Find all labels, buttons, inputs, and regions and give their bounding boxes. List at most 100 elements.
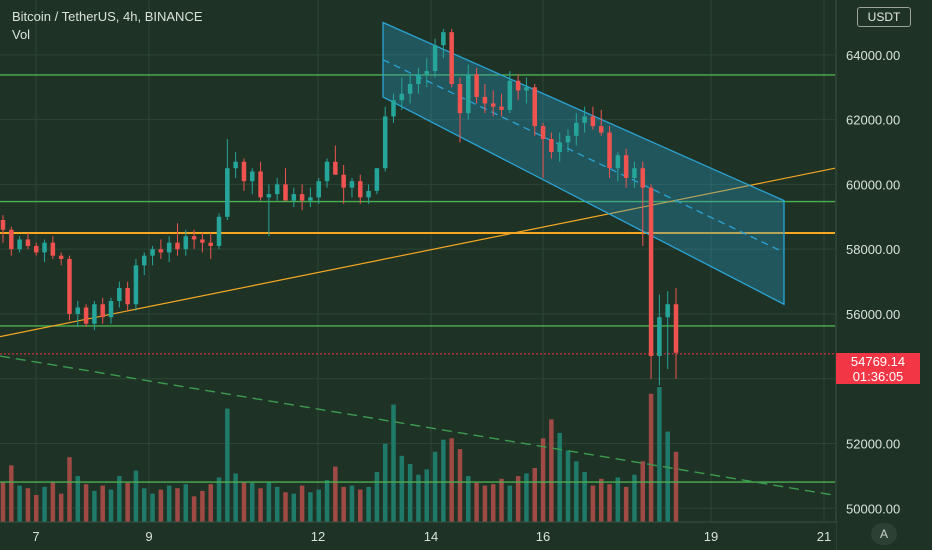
candle-up[interactable] [150, 249, 155, 256]
time-tick-label: 9 [145, 529, 152, 544]
candle-up[interactable] [324, 161, 330, 182]
volume-bar-down [258, 488, 263, 522]
candle-down[interactable] [67, 258, 72, 314]
candle-up[interactable] [382, 116, 388, 169]
candle-down[interactable] [515, 80, 521, 91]
candle-down[interactable] [158, 249, 164, 253]
candle-down[interactable] [125, 288, 130, 305]
candle-down[interactable] [358, 181, 363, 198]
candle-up[interactable] [349, 181, 355, 188]
candle-up[interactable] [665, 304, 670, 318]
candle-down[interactable] [549, 139, 554, 153]
candle-up[interactable] [17, 239, 22, 250]
channel-midline[interactable] [382, 59, 785, 254]
candle-up[interactable] [75, 307, 81, 314]
candle-down[interactable] [474, 74, 479, 97]
candle-up[interactable] [399, 93, 405, 101]
candle-down[interactable] [258, 171, 263, 198]
candlesticks[interactable] [0, 28, 679, 386]
candle-down[interactable] [482, 96, 488, 104]
candle-down[interactable] [590, 116, 596, 127]
candle-down[interactable] [50, 242, 56, 256]
candle-up[interactable] [466, 74, 471, 114]
regression-channel[interactable] [382, 21, 785, 306]
candle-down[interactable] [200, 239, 205, 243]
volume-label: Vol [12, 27, 31, 42]
candle-up[interactable] [582, 116, 587, 123]
candle-up[interactable] [524, 87, 529, 91]
volume-bar-down [474, 482, 479, 522]
candle-up[interactable] [92, 304, 97, 324]
candle-up[interactable] [117, 288, 122, 302]
candle-up[interactable] [308, 197, 313, 201]
candle-up[interactable] [424, 71, 429, 75]
candle-up[interactable] [108, 301, 114, 318]
candle-up[interactable] [316, 181, 321, 198]
candle-up[interactable] [233, 161, 238, 169]
candle-down[interactable] [83, 307, 89, 324]
candle-down[interactable] [333, 161, 338, 175]
candle-down[interactable] [499, 106, 504, 110]
price-axis-background [836, 0, 932, 550]
candle-down[interactable] [25, 239, 31, 246]
candle-up[interactable] [141, 255, 147, 266]
candle-up[interactable] [416, 74, 421, 85]
candle-down[interactable] [640, 168, 646, 188]
candle-up[interactable] [632, 168, 637, 178]
candle-down[interactable] [299, 194, 305, 201]
candle-down[interactable] [283, 184, 288, 201]
candle-up[interactable] [507, 80, 513, 110]
volume-bar-up [233, 473, 238, 522]
orange-trendline[interactable] [0, 167, 836, 338]
candle-down[interactable] [648, 187, 654, 357]
candle-down[interactable] [100, 304, 105, 318]
candle-up[interactable] [391, 100, 396, 117]
auto-scale-button[interactable]: A [871, 523, 897, 545]
candle-down[interactable] [33, 245, 39, 253]
candle-up[interactable] [432, 45, 438, 72]
candle-up[interactable] [133, 265, 139, 305]
candle-up[interactable] [166, 242, 172, 253]
candle-up[interactable] [557, 142, 562, 153]
candle-down[interactable] [241, 161, 247, 182]
candle-down[interactable] [208, 242, 213, 246]
candle-up[interactable] [565, 135, 571, 143]
candle-up[interactable] [291, 194, 297, 201]
candle-down[interactable] [341, 174, 346, 188]
candle-up[interactable] [216, 216, 222, 246]
candle-up[interactable] [225, 168, 230, 217]
candle-up[interactable] [574, 122, 579, 136]
candle-down[interactable] [449, 32, 454, 85]
candle-up[interactable] [615, 155, 621, 169]
candle-down[interactable] [457, 84, 463, 114]
candle-up[interactable] [407, 84, 413, 94]
candle-up[interactable] [266, 194, 272, 198]
candle-down[interactable] [0, 220, 6, 230]
currency-button[interactable]: USDT [857, 7, 911, 27]
candle-down[interactable] [607, 132, 612, 169]
candle-up[interactable] [441, 32, 446, 46]
candle-down[interactable] [490, 103, 496, 107]
candle-up[interactable] [250, 171, 255, 182]
candle-down[interactable] [532, 87, 538, 127]
candle-up[interactable] [366, 190, 371, 198]
candle-down[interactable] [673, 304, 679, 353]
candle-up[interactable] [657, 317, 662, 357]
candle-down[interactable] [598, 126, 604, 133]
candle-up[interactable] [183, 236, 189, 250]
candle-down[interactable] [540, 126, 546, 140]
candle-down[interactable] [175, 242, 180, 250]
candle-up[interactable] [42, 242, 47, 253]
candle-up[interactable] [274, 184, 280, 195]
candle-down[interactable] [9, 229, 14, 250]
dashed-trendline[interactable] [0, 355, 836, 497]
candle-up[interactable] [374, 168, 380, 191]
candle-down[interactable] [623, 155, 629, 178]
candle-down[interactable] [191, 236, 197, 240]
candle-down[interactable] [58, 255, 64, 259]
price-axis[interactable]: 64000.00 62000.00 60000.00 58000.00 56000.00… [835, 0, 932, 550]
time-axis[interactable]: 7 9 12 14 16 19 21 [0, 521, 836, 550]
volume-bar-up [17, 485, 22, 522]
